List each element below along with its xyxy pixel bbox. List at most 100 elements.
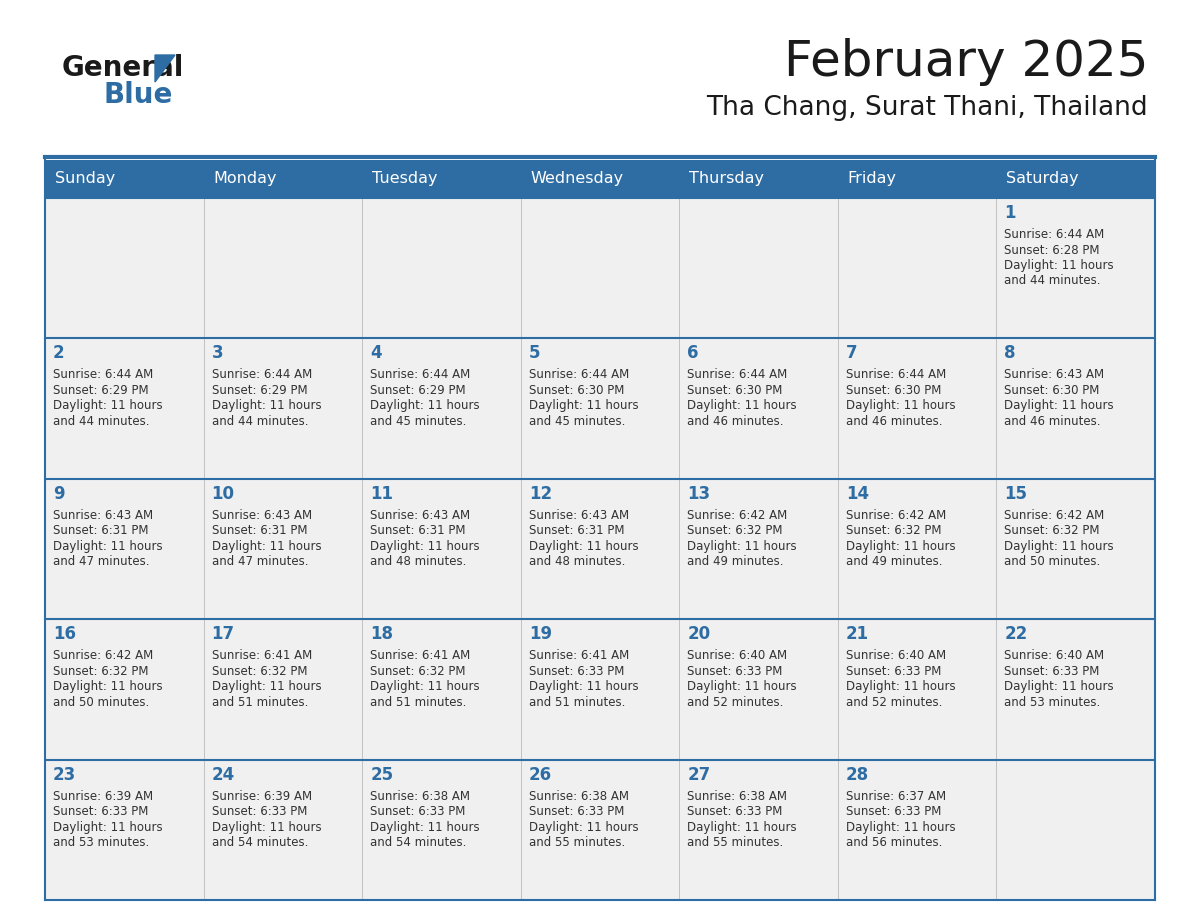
- Bar: [520, 620, 680, 759]
- Bar: [838, 479, 997, 620]
- Text: Sunset: 6:31 PM: Sunset: 6:31 PM: [211, 524, 307, 537]
- Bar: [203, 198, 362, 339]
- Text: Sunset: 6:30 PM: Sunset: 6:30 PM: [846, 384, 941, 397]
- Text: Daylight: 11 hours: Daylight: 11 hours: [53, 821, 163, 834]
- Text: Sunset: 6:32 PM: Sunset: 6:32 PM: [846, 524, 941, 537]
- Text: Sunrise: 6:42 AM: Sunrise: 6:42 AM: [846, 509, 946, 521]
- Text: 20: 20: [688, 625, 710, 644]
- Text: and 47 minutes.: and 47 minutes.: [211, 555, 308, 568]
- Text: Sunrise: 6:43 AM: Sunrise: 6:43 AM: [371, 509, 470, 521]
- Text: Daylight: 11 hours: Daylight: 11 hours: [211, 821, 321, 834]
- Bar: [838, 620, 997, 759]
- Text: and 51 minutes.: and 51 minutes.: [529, 696, 625, 709]
- Text: Sunrise: 6:38 AM: Sunrise: 6:38 AM: [688, 789, 788, 802]
- Text: 16: 16: [53, 625, 76, 644]
- Text: Daylight: 11 hours: Daylight: 11 hours: [211, 540, 321, 553]
- Text: Sunset: 6:30 PM: Sunset: 6:30 PM: [688, 384, 783, 397]
- Text: 27: 27: [688, 766, 710, 784]
- Text: and 52 minutes.: and 52 minutes.: [688, 696, 784, 709]
- Text: and 46 minutes.: and 46 minutes.: [688, 415, 784, 428]
- Text: 8: 8: [1004, 344, 1016, 363]
- Bar: [680, 339, 838, 479]
- Text: 12: 12: [529, 485, 552, 503]
- Text: Sunrise: 6:43 AM: Sunrise: 6:43 AM: [1004, 368, 1105, 381]
- Text: and 46 minutes.: and 46 minutes.: [1004, 415, 1101, 428]
- Text: Daylight: 11 hours: Daylight: 11 hours: [688, 821, 797, 834]
- Text: Sunset: 6:33 PM: Sunset: 6:33 PM: [846, 805, 941, 818]
- Text: Sunrise: 6:38 AM: Sunrise: 6:38 AM: [529, 789, 628, 802]
- Bar: [520, 198, 680, 339]
- Text: Sunrise: 6:44 AM: Sunrise: 6:44 AM: [1004, 228, 1105, 241]
- Bar: [838, 198, 997, 339]
- Text: Sunrise: 6:40 AM: Sunrise: 6:40 AM: [846, 649, 946, 662]
- Text: Sunrise: 6:40 AM: Sunrise: 6:40 AM: [1004, 649, 1105, 662]
- Bar: [203, 479, 362, 620]
- Text: Sunset: 6:33 PM: Sunset: 6:33 PM: [688, 665, 783, 677]
- Text: Tuesday: Tuesday: [372, 172, 437, 186]
- Text: Daylight: 11 hours: Daylight: 11 hours: [529, 399, 638, 412]
- Bar: [362, 620, 520, 759]
- Text: Sunset: 6:33 PM: Sunset: 6:33 PM: [1004, 665, 1100, 677]
- Bar: [838, 160, 997, 198]
- Text: Daylight: 11 hours: Daylight: 11 hours: [1004, 259, 1114, 272]
- Bar: [997, 160, 1155, 198]
- Text: 6: 6: [688, 344, 699, 363]
- Text: and 53 minutes.: and 53 minutes.: [1004, 696, 1100, 709]
- Text: Sunrise: 6:43 AM: Sunrise: 6:43 AM: [211, 509, 311, 521]
- Bar: [520, 759, 680, 900]
- Text: Sunset: 6:33 PM: Sunset: 6:33 PM: [846, 665, 941, 677]
- Text: Sunrise: 6:42 AM: Sunrise: 6:42 AM: [688, 509, 788, 521]
- Text: 21: 21: [846, 625, 868, 644]
- Text: Blue: Blue: [103, 81, 172, 109]
- Text: Sunset: 6:30 PM: Sunset: 6:30 PM: [529, 384, 624, 397]
- Bar: [203, 339, 362, 479]
- Text: Sunrise: 6:42 AM: Sunrise: 6:42 AM: [53, 649, 153, 662]
- Text: Daylight: 11 hours: Daylight: 11 hours: [371, 821, 480, 834]
- Text: Sunset: 6:31 PM: Sunset: 6:31 PM: [371, 524, 466, 537]
- Bar: [997, 620, 1155, 759]
- Text: and 45 minutes.: and 45 minutes.: [371, 415, 467, 428]
- Bar: [45, 620, 203, 759]
- Text: Sunrise: 6:44 AM: Sunrise: 6:44 AM: [846, 368, 946, 381]
- Text: and 53 minutes.: and 53 minutes.: [53, 836, 150, 849]
- Text: and 52 minutes.: and 52 minutes.: [846, 696, 942, 709]
- Text: Daylight: 11 hours: Daylight: 11 hours: [1004, 680, 1114, 693]
- Text: Daylight: 11 hours: Daylight: 11 hours: [211, 680, 321, 693]
- Text: Daylight: 11 hours: Daylight: 11 hours: [371, 680, 480, 693]
- Bar: [45, 339, 203, 479]
- Text: Sunset: 6:29 PM: Sunset: 6:29 PM: [211, 384, 308, 397]
- Bar: [997, 198, 1155, 339]
- Bar: [838, 339, 997, 479]
- Text: Tha Chang, Surat Thani, Thailand: Tha Chang, Surat Thani, Thailand: [707, 95, 1148, 121]
- Bar: [680, 620, 838, 759]
- Text: and 49 minutes.: and 49 minutes.: [688, 555, 784, 568]
- Text: Sunrise: 6:39 AM: Sunrise: 6:39 AM: [211, 789, 311, 802]
- Text: Sunrise: 6:43 AM: Sunrise: 6:43 AM: [53, 509, 153, 521]
- Text: Daylight: 11 hours: Daylight: 11 hours: [53, 680, 163, 693]
- Text: Sunrise: 6:41 AM: Sunrise: 6:41 AM: [211, 649, 311, 662]
- Text: Sunrise: 6:42 AM: Sunrise: 6:42 AM: [1004, 509, 1105, 521]
- Text: Thursday: Thursday: [689, 172, 764, 186]
- Text: 4: 4: [371, 344, 381, 363]
- Text: Sunset: 6:30 PM: Sunset: 6:30 PM: [1004, 384, 1100, 397]
- Text: 25: 25: [371, 766, 393, 784]
- Bar: [203, 759, 362, 900]
- Text: and 46 minutes.: and 46 minutes.: [846, 415, 942, 428]
- Text: Sunrise: 6:44 AM: Sunrise: 6:44 AM: [53, 368, 153, 381]
- Text: Sunrise: 6:44 AM: Sunrise: 6:44 AM: [371, 368, 470, 381]
- Text: Sunset: 6:28 PM: Sunset: 6:28 PM: [1004, 243, 1100, 256]
- Text: and 49 minutes.: and 49 minutes.: [846, 555, 942, 568]
- Text: and 54 minutes.: and 54 minutes.: [371, 836, 467, 849]
- Text: Sunset: 6:33 PM: Sunset: 6:33 PM: [529, 665, 624, 677]
- Text: 9: 9: [53, 485, 64, 503]
- Text: and 50 minutes.: and 50 minutes.: [1004, 555, 1100, 568]
- Text: Daylight: 11 hours: Daylight: 11 hours: [846, 540, 955, 553]
- Text: and 45 minutes.: and 45 minutes.: [529, 415, 625, 428]
- Text: Sunset: 6:32 PM: Sunset: 6:32 PM: [1004, 524, 1100, 537]
- Text: and 55 minutes.: and 55 minutes.: [529, 836, 625, 849]
- Text: Sunrise: 6:37 AM: Sunrise: 6:37 AM: [846, 789, 946, 802]
- Text: Sunset: 6:31 PM: Sunset: 6:31 PM: [529, 524, 624, 537]
- Text: and 56 minutes.: and 56 minutes.: [846, 836, 942, 849]
- Text: and 44 minutes.: and 44 minutes.: [211, 415, 308, 428]
- Bar: [680, 479, 838, 620]
